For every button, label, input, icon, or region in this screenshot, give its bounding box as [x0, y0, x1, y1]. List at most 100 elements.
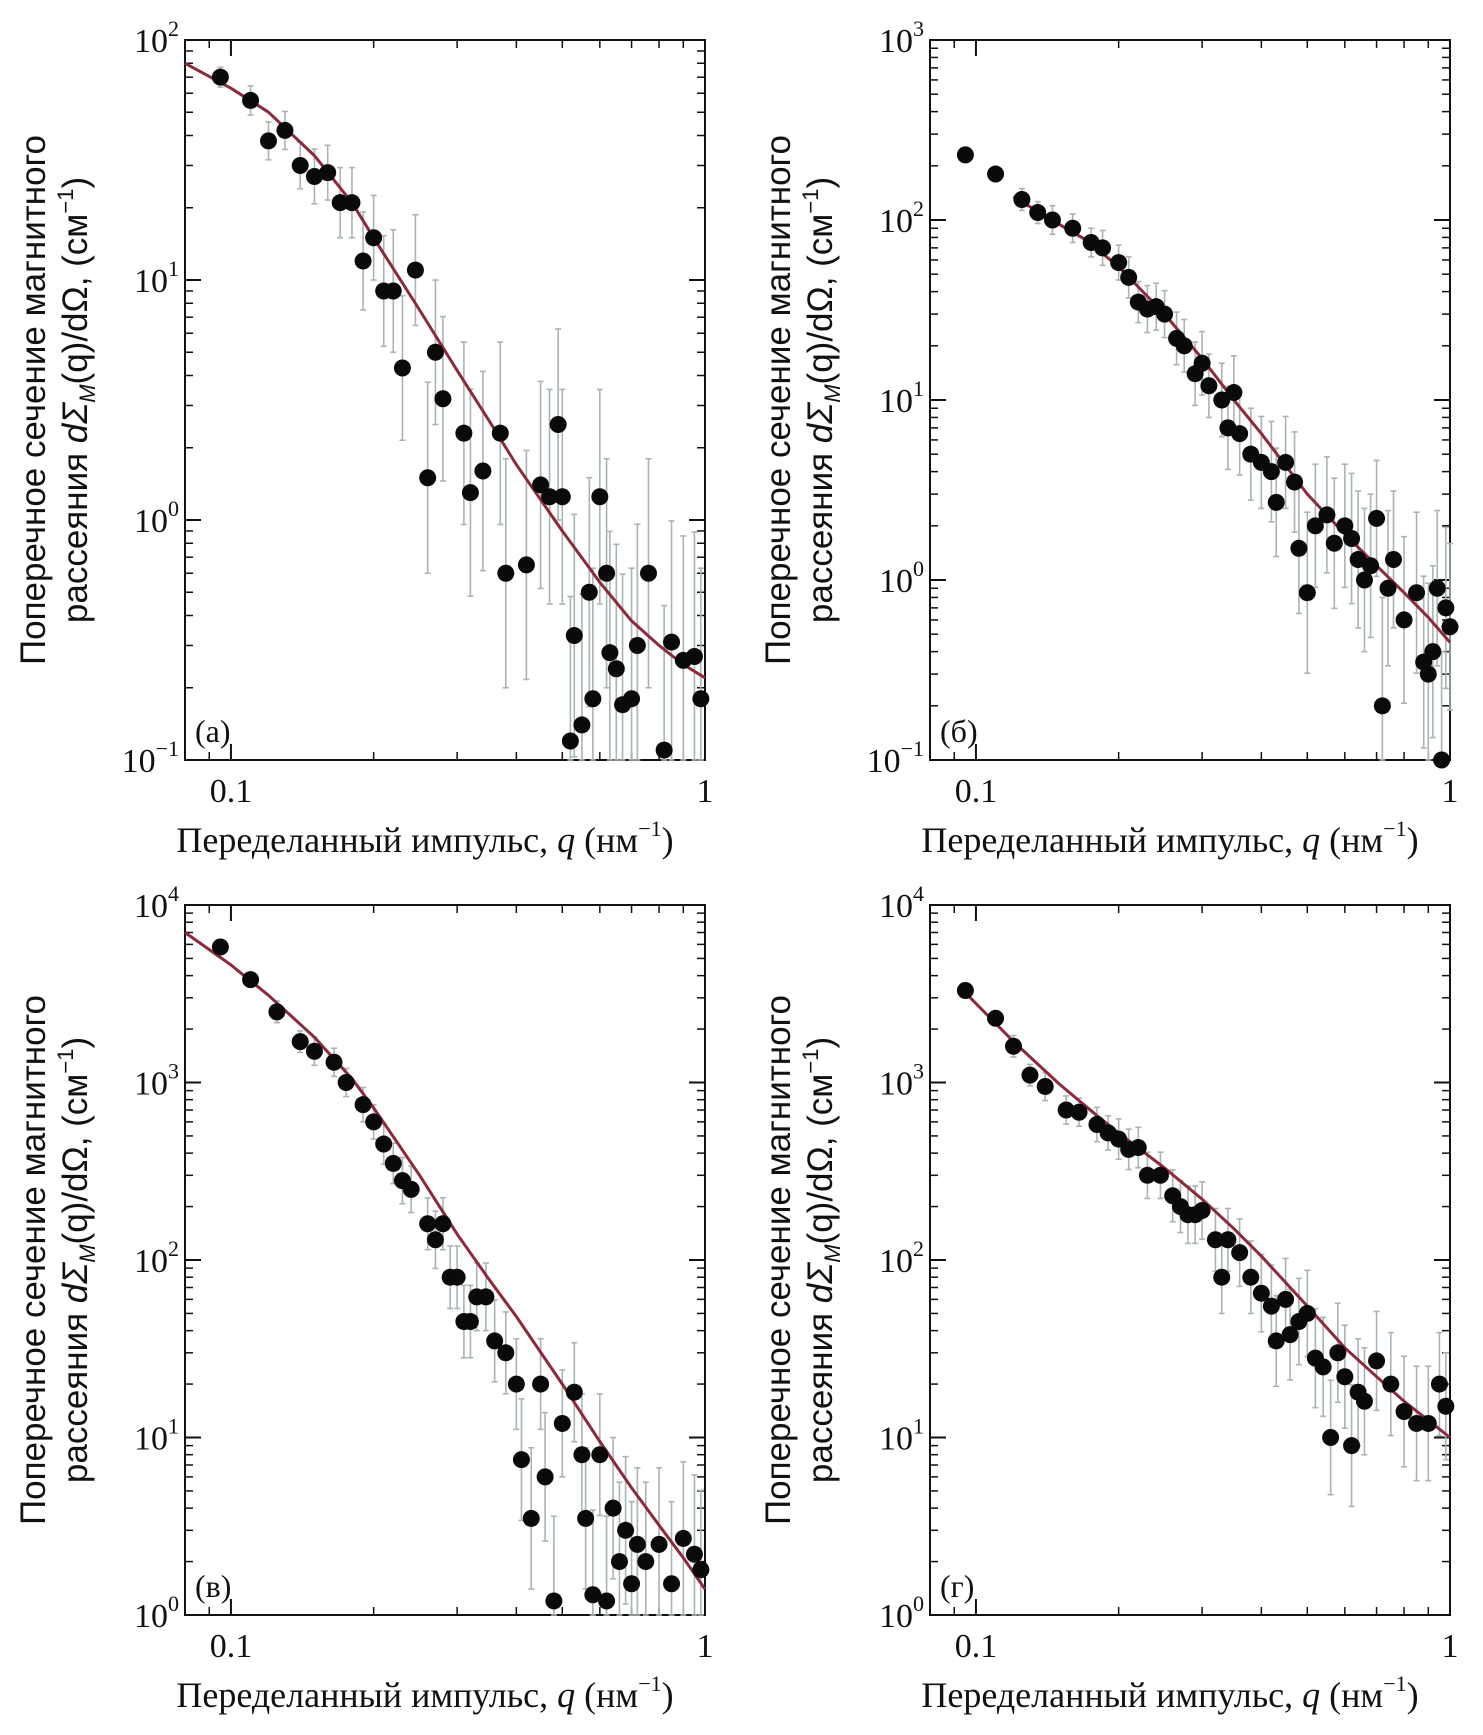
data-point	[393, 359, 411, 377]
data-point	[1262, 1297, 1280, 1315]
x-tick-label: 0.1	[955, 773, 998, 810]
data-point	[419, 469, 437, 487]
data-point	[1384, 550, 1402, 568]
y-tick-label: 103	[134, 1059, 179, 1103]
data-point	[1322, 1429, 1340, 1446]
data-point	[692, 1561, 710, 1579]
data-point	[628, 1535, 646, 1553]
y-tick-label: 104	[879, 881, 924, 925]
data-point	[419, 1215, 437, 1233]
data-point	[1437, 1397, 1455, 1415]
data-point	[628, 636, 646, 654]
data-point	[639, 564, 657, 582]
data-point	[211, 68, 229, 86]
fit-curve	[184, 61, 706, 680]
data-point	[1395, 611, 1413, 629]
y-tick-label: 103	[879, 1059, 924, 1103]
data-point	[402, 1180, 420, 1198]
data-point	[461, 484, 479, 502]
data-point	[1408, 1414, 1426, 1432]
data-point	[242, 91, 260, 109]
data-point	[1267, 1332, 1285, 1350]
y-tick-label: 101	[879, 1414, 924, 1458]
x-tick-label: 1	[697, 1628, 714, 1665]
data-point	[1175, 337, 1193, 355]
data-point	[1156, 305, 1174, 323]
data-point	[497, 564, 515, 582]
data-point	[584, 1586, 602, 1604]
data-point	[486, 1332, 504, 1350]
data-point	[325, 1053, 343, 1071]
data-point	[1129, 1139, 1147, 1157]
data-point	[601, 644, 619, 662]
data-point	[354, 1096, 372, 1114]
data-point	[305, 167, 323, 185]
data-point	[331, 194, 349, 212]
data-point	[685, 647, 703, 665]
data-point	[610, 1553, 628, 1571]
data-point	[491, 424, 509, 442]
data-point	[987, 1009, 1005, 1027]
x-axis-label: Переделанный импульс, q (нм−1)	[176, 1671, 673, 1715]
data-point	[512, 1451, 530, 1469]
y-axis-label-line2: рассеяния dΣM(q)/dΩ, (см−1)	[798, 177, 845, 623]
data-point	[1362, 557, 1380, 575]
data-point	[580, 583, 598, 601]
data-point	[604, 1499, 622, 1517]
data-point	[623, 690, 641, 708]
data-point	[561, 732, 579, 750]
data-point	[291, 1033, 309, 1051]
data-point	[474, 462, 492, 480]
data-point	[1193, 354, 1211, 372]
data-point	[337, 1074, 355, 1091]
x-axis-label: Переделанный импульс, q (нм−1)	[921, 1671, 1418, 1715]
data-point	[406, 261, 424, 279]
data-point	[384, 282, 402, 300]
data-point	[291, 156, 309, 174]
data-point	[1318, 506, 1336, 524]
y-tick-label: 101	[879, 376, 924, 420]
data-point	[354, 252, 372, 270]
data-point	[545, 1592, 563, 1610]
data-point	[1004, 1037, 1022, 1055]
data-point	[522, 1509, 540, 1527]
data-point	[591, 488, 609, 506]
data-point	[276, 121, 294, 139]
data-point	[549, 415, 567, 433]
panel-label: (а)	[195, 713, 231, 749]
y-tick-label: 102	[879, 1236, 924, 1280]
data-point	[1262, 463, 1280, 481]
data-point	[663, 633, 681, 651]
data-point	[553, 1414, 571, 1432]
data-point	[1428, 579, 1446, 597]
data-point	[1151, 1166, 1169, 1184]
data-point	[1441, 618, 1459, 636]
data-point	[956, 146, 974, 164]
data-point	[674, 1529, 692, 1547]
y-axis-label-line1: Поперечное сечение магнитного	[14, 135, 53, 665]
data-point	[268, 1003, 286, 1021]
data-point	[517, 556, 535, 574]
data-point	[1430, 1375, 1448, 1393]
data-point	[1368, 1352, 1386, 1370]
data-point	[455, 424, 473, 442]
fit-curve	[964, 991, 1451, 1439]
data-point	[211, 938, 229, 956]
data-point	[497, 1344, 515, 1362]
data-point	[1231, 425, 1249, 443]
data-point	[1242, 1268, 1260, 1286]
data-point	[1298, 584, 1316, 602]
data-point	[477, 1288, 495, 1306]
data-point	[434, 1215, 452, 1233]
data-point	[1193, 1202, 1211, 1220]
data-point	[541, 488, 559, 506]
plot-frame-a	[184, 39, 706, 761]
data-point	[1286, 473, 1304, 491]
data-point	[987, 165, 1005, 183]
x-tick-label: 0.1	[955, 1628, 998, 1665]
data-point	[1110, 254, 1128, 272]
data-point	[1336, 517, 1354, 535]
data-point	[1138, 1166, 1156, 1184]
data-point	[573, 716, 591, 734]
